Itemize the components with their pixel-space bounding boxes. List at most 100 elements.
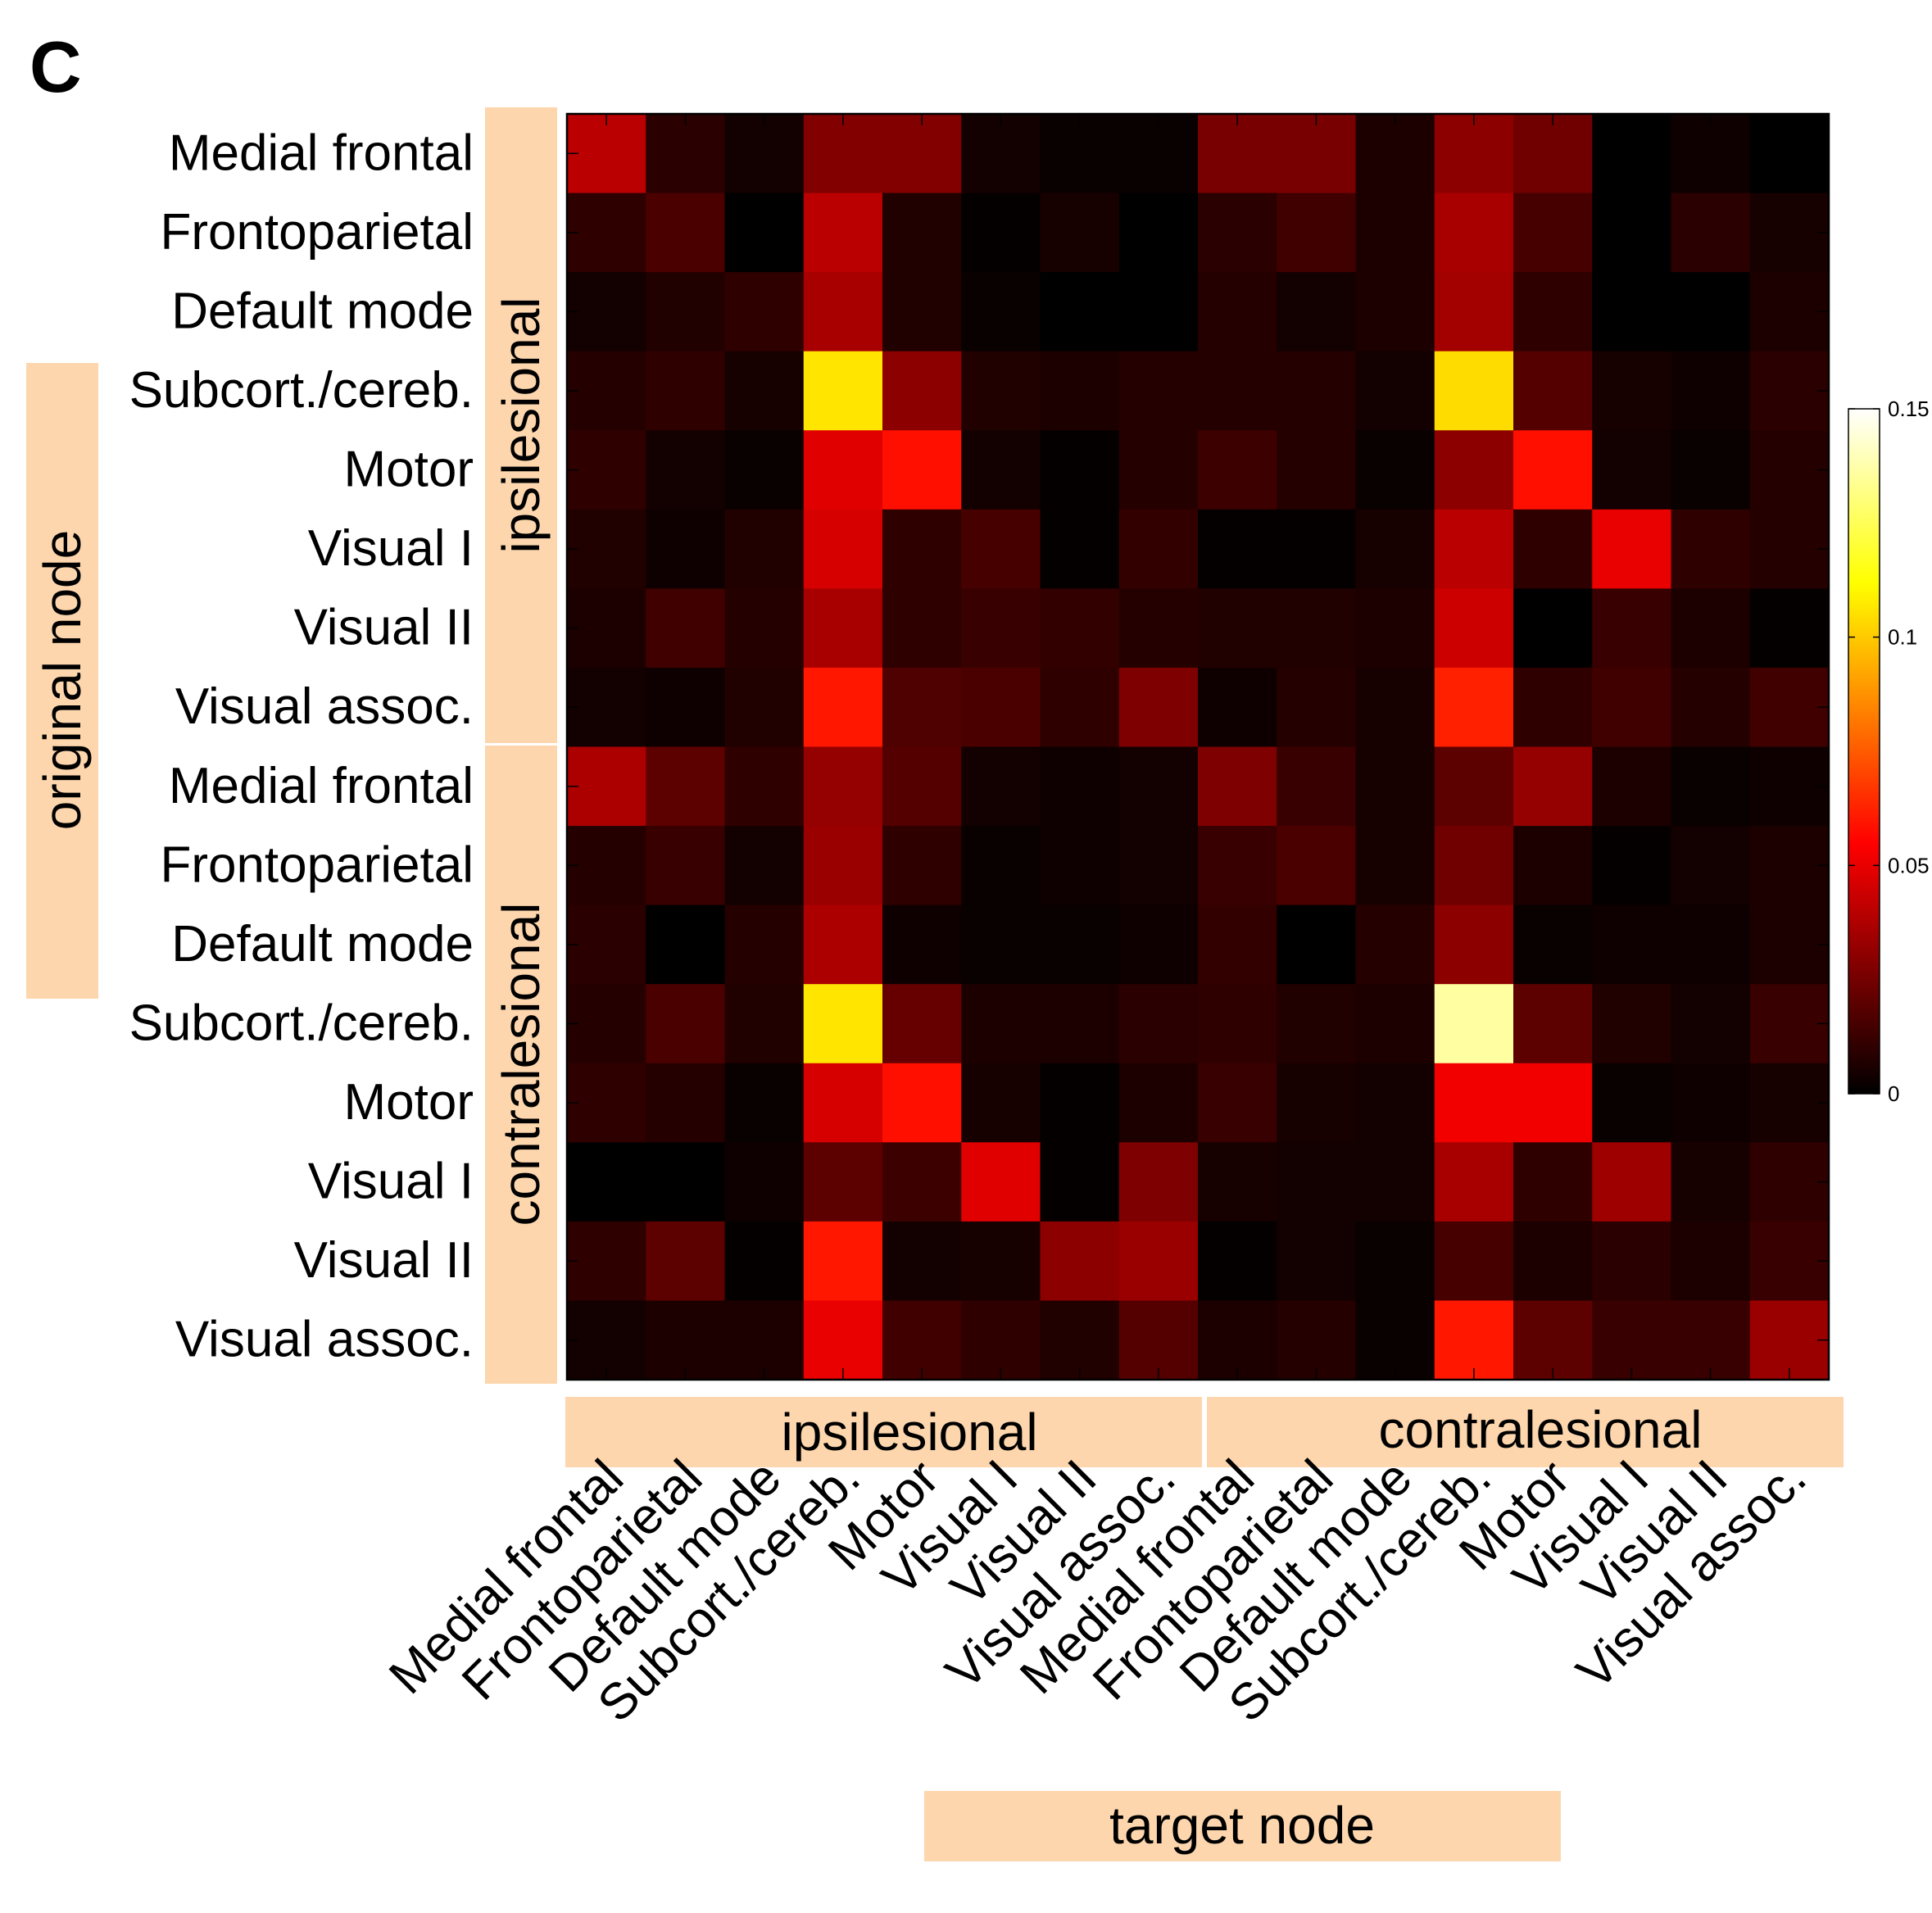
heatmap-cell bbox=[1592, 193, 1672, 273]
colorbar-tick-label: 0.15 bbox=[1888, 397, 1930, 421]
label-band bbox=[1207, 1397, 1844, 1467]
heatmap-cell bbox=[803, 826, 883, 906]
heatmap-cell bbox=[567, 509, 646, 589]
heatmap-cell bbox=[1118, 114, 1199, 194]
heatmap-cell bbox=[724, 826, 805, 906]
heatmap-cell bbox=[567, 351, 646, 431]
heatmap-cell bbox=[567, 667, 646, 748]
heatmap-cell bbox=[646, 1142, 726, 1222]
heatmap-cell bbox=[1277, 1142, 1357, 1222]
colorbar: 0 0.05 0.1 0.15 bbox=[1848, 397, 1930, 1106]
heatmap-cell bbox=[961, 667, 1041, 748]
heatmap-cell bbox=[567, 1063, 646, 1143]
heatmap-cell bbox=[1671, 588, 1751, 669]
heatmap-cell bbox=[1434, 1300, 1514, 1380]
heatmap-cell bbox=[724, 667, 805, 748]
heatmap-cell bbox=[1355, 193, 1435, 273]
heatmap-cell bbox=[1277, 826, 1357, 906]
heatmap-cell bbox=[1749, 1221, 1830, 1302]
heatmap-cell bbox=[567, 1300, 646, 1380]
heatmap-cell bbox=[1434, 509, 1514, 589]
label-band bbox=[924, 1791, 1561, 1861]
heatmap-cell bbox=[1671, 114, 1751, 194]
heatmap-cell bbox=[1118, 746, 1199, 827]
heatmap-cell bbox=[1671, 984, 1751, 1064]
heatmap-cell bbox=[961, 1221, 1041, 1302]
heatmap-cell bbox=[567, 193, 646, 273]
heatmap-cell bbox=[567, 746, 646, 827]
heatmap-cell bbox=[1118, 984, 1199, 1064]
heatmap-cell bbox=[1040, 351, 1120, 431]
heatmap-cell bbox=[1749, 430, 1830, 510]
heatmap-cell bbox=[1040, 588, 1120, 669]
heatmap-cell bbox=[646, 114, 726, 194]
heatmap-cell bbox=[1434, 193, 1514, 273]
row-label: Subcort./cereb. bbox=[129, 362, 474, 419]
heatmap-cell bbox=[1513, 667, 1593, 748]
heatmap-cells bbox=[567, 114, 1830, 1380]
heatmap-cell bbox=[724, 1142, 805, 1222]
heatmap-cell bbox=[1671, 1063, 1751, 1143]
heatmap-cell bbox=[1513, 588, 1593, 669]
heatmap-cell bbox=[567, 430, 646, 510]
heatmap-cell bbox=[803, 984, 883, 1064]
heatmap-cell bbox=[1671, 667, 1751, 748]
heatmap-cell bbox=[1277, 430, 1357, 510]
heatmap-cell bbox=[1355, 509, 1435, 589]
heatmap-cell bbox=[1671, 826, 1751, 906]
heatmap-cell bbox=[646, 272, 726, 352]
heatmap-cell bbox=[646, 904, 726, 985]
heatmap-cell bbox=[1355, 351, 1435, 431]
heatmap-cell bbox=[1198, 430, 1277, 510]
heatmap-cell bbox=[882, 1142, 962, 1222]
heatmap-cell bbox=[1118, 826, 1199, 906]
colorbar-tick-label: 0.1 bbox=[1888, 625, 1917, 650]
heatmap-cell bbox=[1434, 588, 1514, 669]
row-label: Default mode bbox=[171, 916, 474, 972]
heatmap-cell bbox=[1513, 1221, 1593, 1302]
heatmap-cell bbox=[1198, 114, 1277, 194]
heatmap-cell bbox=[1118, 1300, 1199, 1380]
heatmap-cell bbox=[803, 667, 883, 748]
heatmap-cell bbox=[1592, 1063, 1672, 1143]
heatmap-cell bbox=[803, 193, 883, 273]
heatmap-cell bbox=[1671, 193, 1751, 273]
heatmap-cell bbox=[646, 193, 726, 273]
heatmap-cell bbox=[1118, 1221, 1199, 1302]
col-group-ipsilesional: ipsilesional bbox=[781, 1403, 1037, 1462]
heatmap-cell bbox=[1592, 667, 1672, 748]
heatmap-cell bbox=[1434, 114, 1514, 194]
heatmap-cell bbox=[646, 351, 726, 431]
heatmap-cell bbox=[1513, 114, 1593, 194]
heatmap-cell bbox=[1434, 904, 1514, 985]
heatmap-cell bbox=[1040, 193, 1120, 273]
heatmap-cell bbox=[882, 746, 962, 827]
heatmap-cell bbox=[1355, 1142, 1435, 1222]
row-label: Frontoparietal bbox=[160, 836, 474, 893]
heatmap-cell bbox=[882, 826, 962, 906]
heatmap-cell bbox=[1040, 826, 1120, 906]
heatmap-cell bbox=[961, 193, 1041, 273]
group-labels: ipsilesional contralesional ipsilesional co… bbox=[33, 297, 1702, 1855]
heatmap-cell bbox=[1198, 588, 1277, 669]
heatmap-cell bbox=[1198, 1300, 1277, 1380]
heatmap-cell bbox=[803, 746, 883, 827]
heatmap-cell bbox=[882, 904, 962, 985]
heatmap-cell bbox=[882, 588, 962, 669]
heatmap-cell bbox=[1118, 193, 1199, 273]
heatmap-cell bbox=[1355, 667, 1435, 748]
row-label: Medial frontal bbox=[169, 125, 474, 181]
heatmap-cell bbox=[1434, 272, 1514, 352]
heatmap-cell bbox=[1277, 746, 1357, 827]
heatmap-cell bbox=[1040, 984, 1120, 1064]
colorbar-tick-label: 0 bbox=[1888, 1081, 1899, 1106]
heatmap-cell bbox=[1749, 746, 1830, 827]
heatmap-cell bbox=[1277, 509, 1357, 589]
heatmap-cell bbox=[724, 509, 805, 589]
heatmap-cell bbox=[1749, 272, 1830, 352]
heatmap-cell bbox=[1118, 904, 1199, 985]
heatmap-cell bbox=[1118, 588, 1199, 669]
heatmap-cell bbox=[1749, 1300, 1830, 1380]
heatmap-cell bbox=[1592, 114, 1672, 194]
